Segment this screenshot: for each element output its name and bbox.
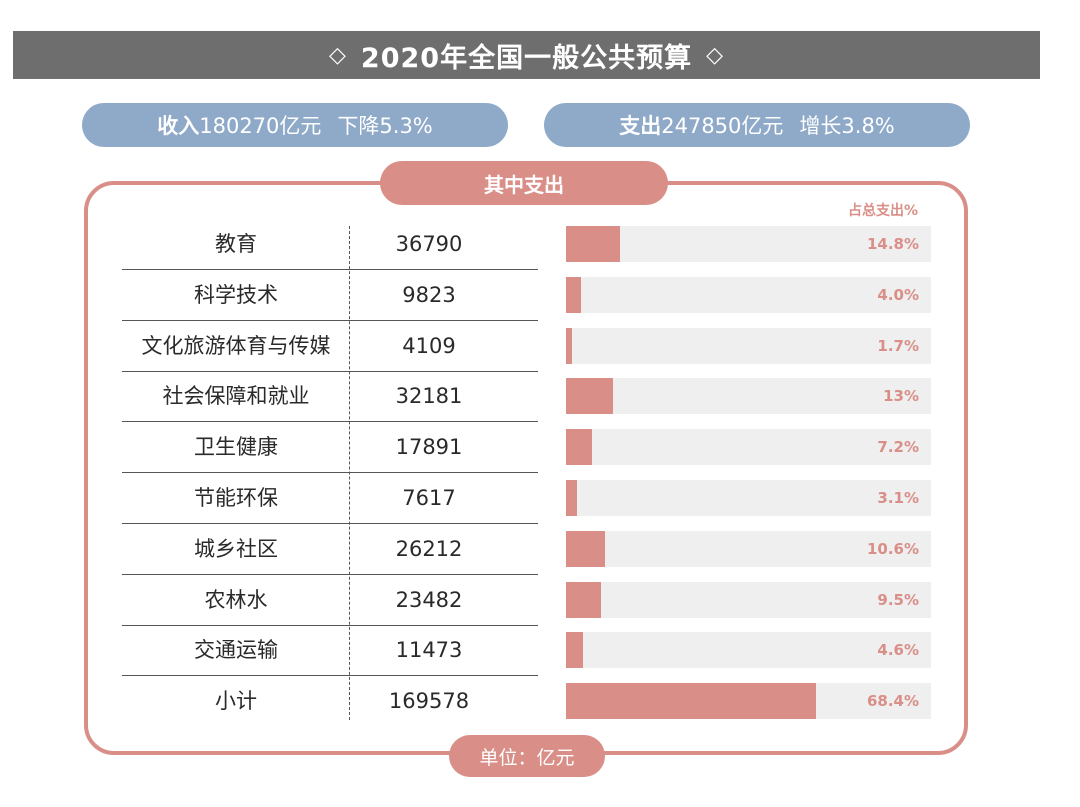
category-label: 节能环保 xyxy=(194,486,278,510)
bar xyxy=(566,429,593,466)
value-label: 169578 xyxy=(388,689,470,714)
value-label: 4109 xyxy=(402,333,456,358)
row-divider xyxy=(122,624,538,626)
bar-track: 10.6% xyxy=(566,530,931,567)
unit-label: 单位：亿元 xyxy=(449,735,605,777)
category-label: 科学技术 xyxy=(194,282,278,307)
bar xyxy=(566,327,573,364)
percent-label: 7.2% xyxy=(877,438,919,457)
bar xyxy=(566,480,578,516)
percent-label: 4.0% xyxy=(877,285,919,304)
bar xyxy=(566,378,614,415)
percent-label: 4.6% xyxy=(877,641,919,660)
percent-label: 68.4% xyxy=(866,692,919,711)
row-divider xyxy=(122,269,538,270)
category-label: 教育 xyxy=(215,232,257,256)
bar xyxy=(566,632,583,669)
table-row: 农林水 23482 9.5% xyxy=(122,581,942,633)
category-label: 卫生健康 xyxy=(194,435,278,460)
percent-label: 10.6% xyxy=(866,539,919,558)
table-row: 卫生健康 17891 7.2% xyxy=(122,429,942,480)
expense-summary: 支出 247850亿元 增长3.8% xyxy=(544,103,970,147)
bar xyxy=(566,226,621,262)
income-amount: 180270亿元 xyxy=(199,114,322,138)
bar-track: 7.2% xyxy=(566,429,931,466)
category-label: 小计 xyxy=(215,689,257,714)
bar xyxy=(566,581,601,618)
expense-change: 增长3.8% xyxy=(799,114,895,138)
row-divider xyxy=(122,675,538,677)
income-change: 下降5.3% xyxy=(337,114,433,138)
income-summary: 收入 180270亿元 下降5.3% xyxy=(82,103,508,147)
percent-column-header: 占总支出% xyxy=(847,203,918,219)
value-label: 17891 xyxy=(395,435,463,460)
row-divider xyxy=(122,573,538,575)
chart-title: 2020年全国一般公共预算 xyxy=(360,42,693,74)
value-label: 32181 xyxy=(395,384,463,409)
table-row: 小计 169578 68.4% xyxy=(122,683,942,734)
bar-track: 14.8% xyxy=(566,226,931,262)
table-row: 交通运输 11473 4.6% xyxy=(122,632,942,683)
bar xyxy=(566,276,581,313)
bar-track: 68.4% xyxy=(566,683,931,720)
bar-track: 4.6% xyxy=(566,632,931,669)
bar-track: 9.5% xyxy=(566,581,931,618)
percent-label: 14.8% xyxy=(866,235,919,253)
table-row: 科学技术 9823 4.0% xyxy=(122,276,942,328)
row-divider xyxy=(122,421,538,423)
category-label: 文化旅游体育与传媒 xyxy=(141,333,331,358)
table-row: 社会保障和就业 32181 13% xyxy=(122,378,942,429)
bar-track: 3.1% xyxy=(566,480,931,516)
table-row: 文化旅游体育与传媒 4109 1.7% xyxy=(122,327,942,379)
diamond-icon: ◇ xyxy=(706,42,724,68)
percent-label: 9.5% xyxy=(877,590,919,609)
table-row: 城乡社区 26212 10.6% xyxy=(122,530,942,582)
percent-label: 3.1% xyxy=(877,489,919,507)
category-label: 交通运输 xyxy=(194,638,278,663)
value-label: 23482 xyxy=(395,587,463,612)
row-divider xyxy=(122,472,538,474)
expense-label: 支出 xyxy=(619,114,662,138)
row-divider xyxy=(122,523,538,524)
income-label: 收入 xyxy=(157,114,200,138)
value-label: 7617 xyxy=(402,486,456,510)
value-label: 26212 xyxy=(395,536,463,561)
bar-track: 13% xyxy=(566,378,931,415)
value-label: 11473 xyxy=(395,638,463,663)
diamond-icon: ◇ xyxy=(329,42,347,68)
value-label: 9823 xyxy=(402,282,456,307)
value-label: 36790 xyxy=(395,232,463,256)
expense-amount: 247850亿元 xyxy=(661,114,784,138)
row-divider xyxy=(122,370,538,372)
chart-title-bar: ◇ 2020年全国一般公共预算 ◇ xyxy=(13,31,1040,79)
bar-track: 4.0% xyxy=(566,276,931,313)
category-label: 城乡社区 xyxy=(194,536,278,561)
bar-track: 1.7% xyxy=(566,327,931,364)
section-title: 其中支出 xyxy=(380,161,668,205)
category-label: 社会保障和就业 xyxy=(162,384,310,409)
bar xyxy=(566,683,816,720)
bar xyxy=(566,530,605,567)
table-row: 节能环保 7617 3.1% xyxy=(122,480,942,531)
percent-label: 1.7% xyxy=(877,336,919,355)
table-row: 教育 36790 14.8% xyxy=(122,226,942,277)
row-divider xyxy=(122,319,538,321)
category-label: 农林水 xyxy=(204,587,268,612)
percent-label: 13% xyxy=(883,387,919,406)
